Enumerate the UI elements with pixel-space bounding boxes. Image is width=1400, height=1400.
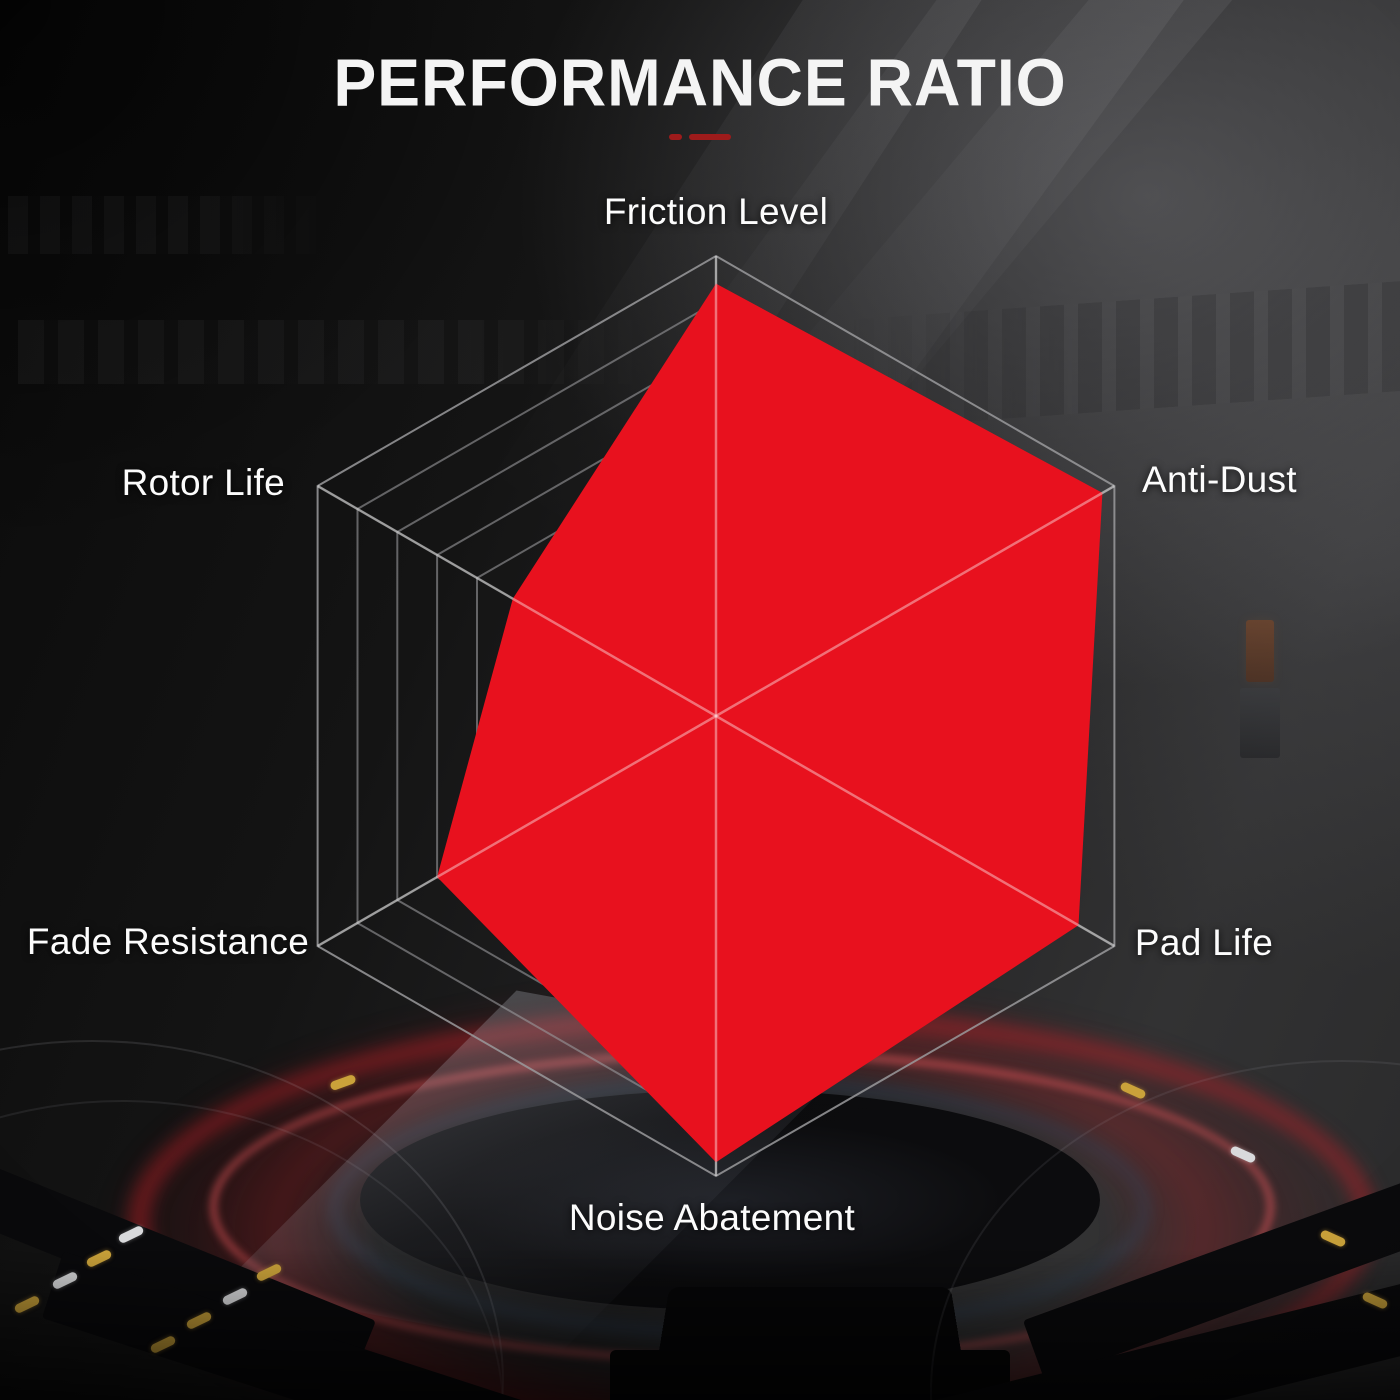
radar-spoke-overlay bbox=[715, 484, 1115, 718]
axis-label-friction-level: Friction Level bbox=[603, 191, 829, 232]
axis-label-anti-dust: Anti-Dust bbox=[1142, 459, 1297, 500]
title-underline bbox=[669, 134, 731, 140]
radar-spoke-overlay bbox=[715, 714, 1115, 948]
radar-spoke-overlay bbox=[317, 484, 717, 718]
title-underline-dash-short bbox=[669, 134, 682, 140]
bottom-shadow bbox=[0, 1250, 1400, 1400]
axis-label-pad-life: Pad Life bbox=[1134, 922, 1274, 963]
axis-label-fade-resistance: Fade Resistance bbox=[26, 921, 310, 962]
axis-label-noise-abatement: Noise Abatement bbox=[568, 1197, 856, 1238]
page-title: PERFORMANCE RATIO bbox=[333, 45, 1067, 121]
title-underline-dash-long bbox=[689, 134, 731, 140]
radar-value-polygon bbox=[437, 283, 1103, 1163]
radar-spoke-overlay bbox=[317, 714, 717, 948]
axis-label-rotor-life: Rotor Life bbox=[121, 462, 285, 503]
